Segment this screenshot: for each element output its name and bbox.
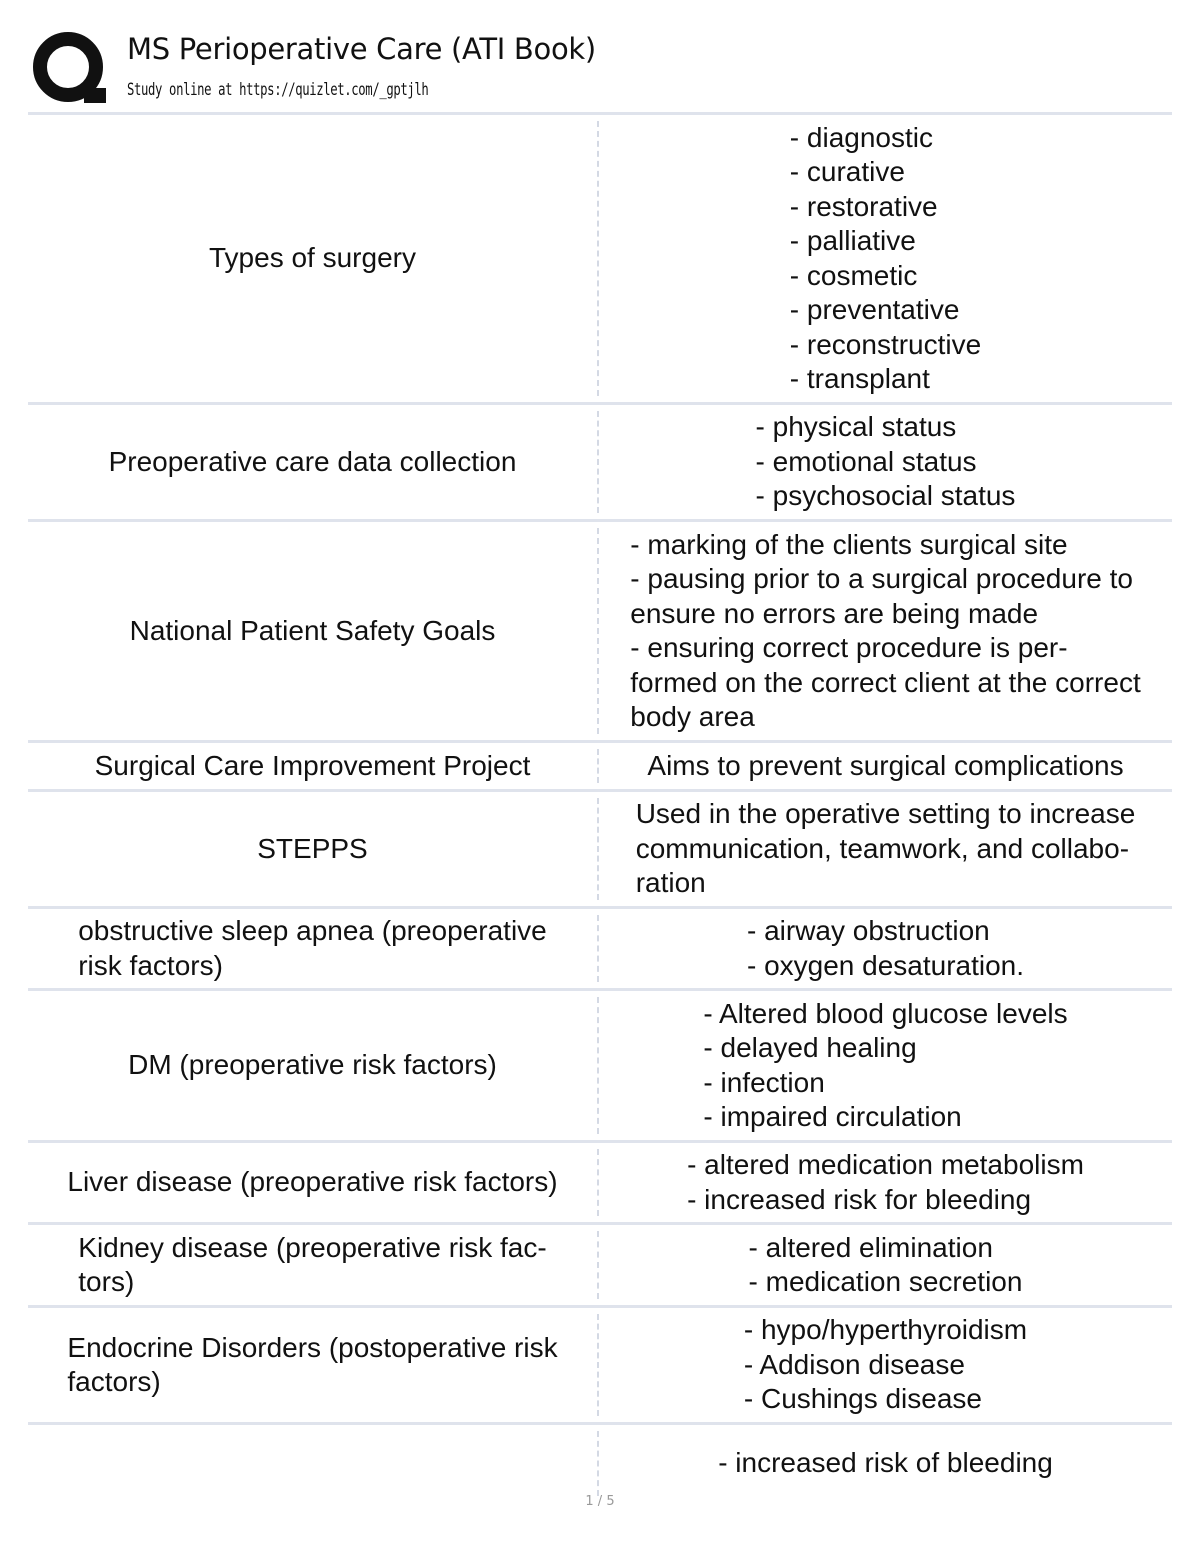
definition-cell: - hypo/hyperthyroidism - Addison disease… (597, 1314, 1172, 1416)
card-row: Surgical Care Improvement Project Aims t… (28, 740, 1172, 789)
study-online-link[interactable]: Study online at https://quizlet.com/_gpt… (127, 80, 429, 100)
definition-cell: - increased risk of bleeding (597, 1431, 1172, 1496)
term-text: Surgical Care Improvement Project (94, 749, 531, 781)
definition-text: - altered medication metabolism - increa… (687, 1149, 1084, 1215)
term-text: Preoperative care data collection (108, 445, 517, 477)
definition-cell: - diagnostic - curative - restorative - … (597, 121, 1172, 396)
term-cell: National Patient Safety Goals (28, 522, 597, 740)
card-row: obstructive sleep apnea (preoperative ri… (28, 906, 1172, 988)
card-row: STEPPS Used in the operative setting to … (28, 789, 1172, 906)
page-number: 1 / 5 (585, 1494, 615, 1509)
term-cell: STEPPS (28, 792, 597, 906)
definition-text: Aims to prevent surgical complications (647, 749, 1124, 781)
definition-text: - increased risk of bleeding (718, 1447, 1053, 1479)
definition-text: - Altered blood glucose levels - delayed… (703, 997, 1068, 1133)
term-cell: Surgical Care Improvement Project (28, 743, 597, 789)
card-row: Liver disease (preoperative risk factors… (28, 1140, 1172, 1222)
term-cell: Kidney disease (preoperative risk fac- t… (28, 1225, 597, 1305)
card-row: DM (preoperative risk factors) - Altered… (28, 988, 1172, 1140)
term-cell: Liver disease (preoperative risk factors… (28, 1143, 597, 1222)
definition-cell: Used in the operative setting to increas… (597, 798, 1172, 900)
term-cell: Preoperative care data collection (28, 405, 597, 519)
card-row: National Patient Safety Goals - marking … (28, 519, 1172, 740)
definition-cell: Aims to prevent surgical complications (597, 749, 1172, 783)
term-text: Kidney disease (preoperative risk fac- t… (78, 1231, 547, 1298)
definition-text: - marking of the clients surgical site -… (630, 528, 1141, 733)
term-cell: DM (preoperative risk factors) (28, 991, 597, 1140)
definition-text: - diagnostic - curative - restorative - … (789, 121, 982, 395)
document-title: MS Perioperative Care (ATI Book) (127, 32, 596, 66)
card-row: Preoperative care data collection - phys… (28, 402, 1172, 519)
flashcard-table: Types of surgery - diagnostic - curative… (28, 112, 1172, 1502)
definition-text: - airway obstruction - oxygen desaturati… (746, 915, 1025, 981)
definition-cell: - marking of the clients surgical site -… (597, 528, 1172, 734)
term-text: Types of surgery (209, 242, 416, 274)
definition-cell: - altered medication metabolism - increa… (597, 1149, 1172, 1216)
term-cell: Types of surgery (28, 115, 597, 402)
term-text: Endocrine Disorders (postoperative risk … (67, 1331, 558, 1398)
definition-text: - hypo/hyperthyroidism - Addison disease… (743, 1314, 1028, 1415)
definition-text: Used in the operative setting to increas… (635, 798, 1136, 899)
card-row: - increased risk of bleeding (28, 1422, 1172, 1502)
term-cell: Endocrine Disorders (postoperative risk … (28, 1308, 597, 1422)
definition-cell: - airway obstruction - oxygen desaturati… (597, 915, 1172, 982)
term-cell (28, 1425, 597, 1502)
card-row: Endocrine Disorders (postoperative risk … (28, 1305, 1172, 1422)
definition-cell: - Altered blood glucose levels - delayed… (597, 997, 1172, 1134)
definition-cell: - physical status - emotional status - p… (597, 411, 1172, 513)
definition-text: - altered elimination - medication secre… (748, 1231, 1023, 1298)
term-text: Liver disease (preoperative risk factors… (67, 1166, 558, 1198)
term-text: National Patient Safety Goals (129, 614, 496, 646)
card-row: Kidney disease (preoperative risk fac- t… (28, 1222, 1172, 1305)
term-text: DM (preoperative risk factors) (128, 1049, 497, 1081)
term-text: STEPPS (257, 832, 368, 864)
quizlet-logo-icon (33, 32, 106, 103)
definition-cell: - altered elimination - medication secre… (597, 1231, 1172, 1299)
term-cell: obstructive sleep apnea (preoperative ri… (28, 909, 597, 988)
card-row: Types of surgery - diagnostic - curative… (28, 112, 1172, 402)
term-text: obstructive sleep apnea (preoperative ri… (78, 915, 547, 981)
definition-text: - physical status - emotional status - p… (755, 411, 1016, 512)
